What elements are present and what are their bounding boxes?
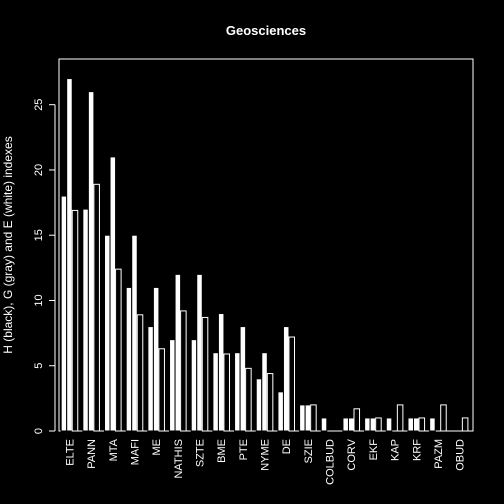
bar-e xyxy=(396,404,404,432)
x-tick-label: KAP xyxy=(390,439,402,461)
x-tick-label: SZIE xyxy=(303,439,315,463)
x-tick-label: PANN xyxy=(86,439,98,469)
bar-g xyxy=(87,91,95,432)
bar-e xyxy=(115,268,122,432)
bar-h xyxy=(169,339,176,432)
bar-e xyxy=(71,209,79,432)
bar-e xyxy=(266,373,274,432)
x-tick-label: COLBUD xyxy=(325,439,337,485)
bar-g xyxy=(369,417,377,432)
x-tick-label: ELTE xyxy=(64,439,76,466)
bar-h xyxy=(104,234,111,432)
bar-h xyxy=(385,417,393,432)
bar-e xyxy=(440,404,447,432)
y-tick-label: 15 xyxy=(33,229,45,241)
bar-g xyxy=(174,273,182,432)
bar-h xyxy=(364,417,371,432)
bar-g xyxy=(239,326,247,432)
y-tick-label: 25 xyxy=(33,99,45,111)
x-tick-label: KRF xyxy=(411,439,423,461)
bar-e xyxy=(310,404,317,432)
bar-h xyxy=(125,286,133,432)
bar-h xyxy=(255,378,263,432)
x-tick-label: NYME xyxy=(260,439,272,471)
bar-g xyxy=(152,286,160,432)
x-tick-label: NATHIS xyxy=(173,439,185,479)
y-tick-label: 20 xyxy=(33,164,45,176)
bar-g xyxy=(304,404,312,432)
bar-e xyxy=(245,367,252,432)
x-tick-label: CORV xyxy=(346,438,358,470)
bar-h xyxy=(342,417,349,432)
bar-e xyxy=(353,408,361,432)
bar-g xyxy=(66,78,73,432)
x-tick-label: MAFI xyxy=(129,439,141,465)
bar-e xyxy=(375,417,382,432)
x-tick-label: EKF xyxy=(368,439,380,461)
bar-g xyxy=(413,417,420,432)
bar-h xyxy=(407,417,415,432)
bar-e xyxy=(136,314,144,432)
bar-h xyxy=(60,195,68,432)
bar-e xyxy=(223,353,230,432)
x-tick-label: PTE xyxy=(238,439,250,460)
bar-e xyxy=(93,183,100,432)
bar-h xyxy=(190,339,198,432)
bar-h xyxy=(212,352,219,432)
bar-e xyxy=(288,336,296,432)
bar-e xyxy=(180,310,187,432)
bar-g xyxy=(217,313,225,432)
x-tick-label: BME xyxy=(216,439,228,463)
bar-g xyxy=(347,417,355,432)
x-tick-label: OBUD xyxy=(455,439,467,471)
x-tick-label: SZTE xyxy=(195,439,207,467)
x-tick-label: ME xyxy=(151,439,163,456)
chart-title: Geosciences xyxy=(226,23,306,38)
bar-h xyxy=(82,208,89,432)
bar-e xyxy=(418,417,426,432)
bar-h xyxy=(429,417,436,432)
x-tick-label: DE xyxy=(281,439,293,454)
bar-e xyxy=(201,316,209,432)
bar-e xyxy=(158,348,165,432)
y-tick-label: 5 xyxy=(33,363,45,369)
plot-area: 0 5 10 15 20 25 ELTE PANN MTA MAFI ME NATHIS SZTE BME… xyxy=(33,58,474,485)
bar-e xyxy=(461,417,469,432)
bar-h xyxy=(234,352,241,432)
bar-h xyxy=(277,391,284,432)
y-axis-label: H (black), G (gray) and E (white) indexe… xyxy=(1,136,15,353)
bar-h xyxy=(147,326,154,432)
bar-g xyxy=(131,234,138,432)
x-tick-label: PAZM xyxy=(433,439,445,469)
bar-h xyxy=(299,404,306,432)
bar-g xyxy=(109,156,117,432)
bar-g xyxy=(196,273,203,432)
x-tick-label: MTA xyxy=(108,438,120,461)
y-tick-label: 10 xyxy=(33,294,45,306)
bar-g xyxy=(282,326,290,432)
bar-g xyxy=(261,352,268,432)
bar-h xyxy=(320,417,328,432)
y-tick-label: 0 xyxy=(33,428,45,434)
